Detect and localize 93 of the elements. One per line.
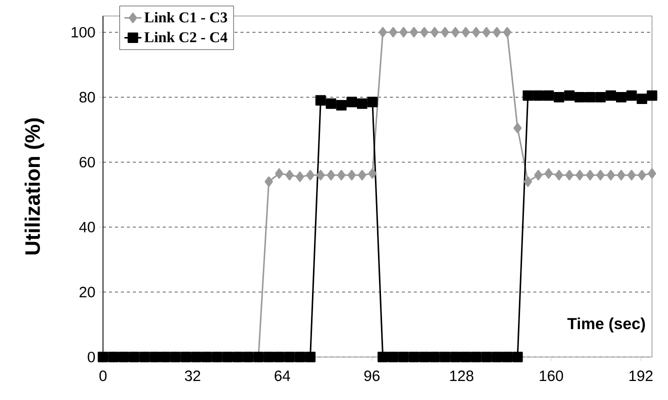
- legend-label: Link C2 - C4: [144, 32, 228, 42]
- point: [648, 168, 656, 179]
- point: [524, 176, 532, 187]
- point: [389, 26, 398, 38]
- point: [554, 170, 564, 180]
- point: [316, 170, 325, 180]
- point: [264, 352, 274, 362]
- point: [451, 26, 460, 38]
- point: [294, 352, 306, 362]
- point: [305, 352, 316, 362]
- point: [419, 352, 430, 362]
- point: [565, 170, 574, 180]
- point: [450, 352, 461, 362]
- point: [367, 96, 378, 108]
- point: [513, 122, 522, 134]
- y-tick-label: 40: [79, 222, 95, 232]
- point: [646, 90, 658, 101]
- point: [472, 26, 480, 38]
- point: [617, 170, 626, 180]
- point: [534, 170, 542, 180]
- x-tick-label: 160: [540, 370, 564, 382]
- point: [348, 170, 356, 180]
- point: [326, 98, 336, 109]
- point: [502, 352, 512, 362]
- y-tick-label: 0: [88, 352, 95, 362]
- point: [586, 170, 594, 180]
- x-tick-label: 128: [450, 370, 474, 382]
- point: [462, 26, 470, 38]
- point: [481, 352, 492, 362]
- point: [429, 352, 440, 362]
- x-tick-label: 96: [364, 370, 380, 382]
- y-axis-title: Utilization (%): [24, 118, 44, 254]
- point: [368, 168, 377, 179]
- point: [284, 352, 295, 362]
- point: [543, 90, 554, 101]
- point: [544, 168, 553, 179]
- point: [606, 170, 615, 180]
- point: [512, 352, 523, 362]
- point: [638, 170, 646, 180]
- point: [460, 352, 471, 362]
- x-tick-label: 192: [629, 370, 653, 382]
- y-tick-label: 80: [80, 92, 95, 102]
- point: [420, 26, 428, 38]
- point: [326, 170, 336, 180]
- point: [564, 90, 575, 101]
- point: [274, 352, 284, 362]
- x-tick-label: 64: [274, 370, 290, 382]
- point: [636, 94, 648, 104]
- point: [492, 352, 502, 362]
- y-tick-label: 20: [80, 286, 95, 298]
- point: [533, 90, 544, 101]
- point: [430, 26, 439, 38]
- y-tick-label: 100: [72, 26, 95, 38]
- point: [595, 92, 606, 102]
- point: [616, 92, 626, 102]
- point: [440, 352, 450, 362]
- point: [596, 170, 605, 180]
- point: [576, 170, 584, 180]
- legend-label: Link C1 - C3: [144, 12, 228, 22]
- point: [378, 352, 388, 362]
- y-tick-label: 60: [80, 156, 95, 168]
- point: [470, 352, 482, 362]
- point: [346, 96, 357, 108]
- point: [503, 26, 512, 38]
- point: [356, 98, 368, 109]
- point: [399, 26, 408, 38]
- point: [337, 170, 346, 180]
- point: [285, 170, 294, 180]
- point: [574, 92, 585, 102]
- point: [627, 170, 636, 180]
- point: [275, 168, 284, 179]
- point: [408, 352, 420, 362]
- point: [296, 172, 304, 182]
- point: [482, 26, 491, 38]
- point: [584, 92, 596, 102]
- x-tick-label: 32: [184, 370, 200, 382]
- point: [358, 170, 366, 180]
- point: [440, 26, 450, 38]
- point: [315, 95, 326, 106]
- point: [398, 352, 409, 362]
- point: [388, 352, 398, 362]
- point: [336, 100, 347, 111]
- point: [410, 26, 418, 38]
- point: [306, 170, 314, 180]
- point: [522, 90, 534, 101]
- x-tick-label: 0: [99, 370, 107, 382]
- point: [606, 90, 616, 101]
- point: [492, 26, 501, 38]
- point: [626, 90, 637, 101]
- point: [554, 92, 564, 102]
- point: [378, 26, 387, 38]
- x-axis-title: Time (sec): [567, 318, 645, 332]
- point: [264, 176, 273, 187]
